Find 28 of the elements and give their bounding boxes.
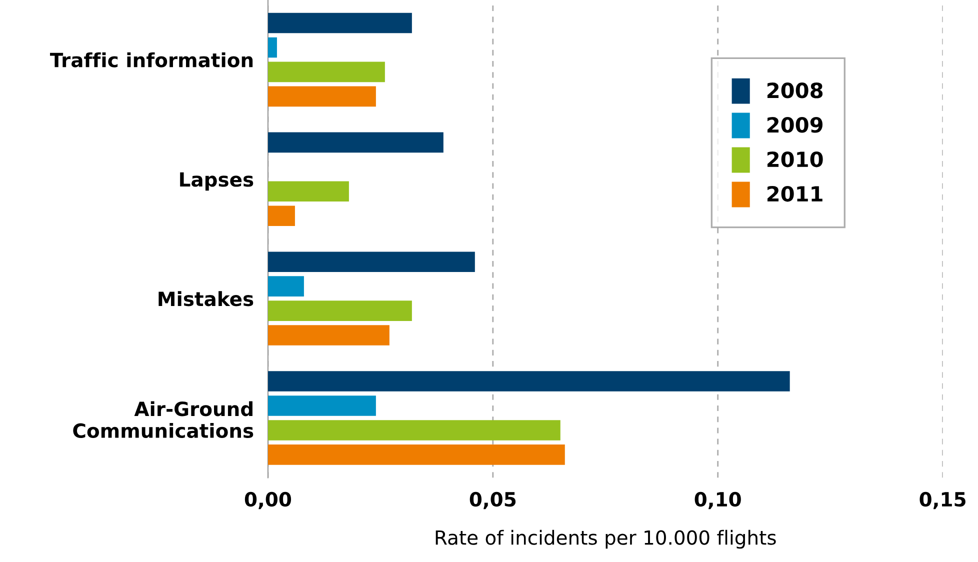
legend-label: 2011: [767, 186, 822, 202]
bar: [268, 325, 390, 346]
bar: [268, 86, 376, 107]
y-tick-label: Mistakes: [158, 291, 254, 306]
legend-label: 2010: [767, 151, 823, 168]
x-tick-label: 0,00: [244, 492, 292, 510]
x-tick-label: 0,10: [694, 492, 741, 510]
bar: [268, 37, 277, 58]
y-tick-label: Lapses: [180, 172, 254, 191]
bar: [268, 444, 565, 465]
y-tick-label: Air-Ground Communications: [73, 401, 254, 438]
x-axis-title: Rate of incidents per 10.000 flights: [436, 530, 776, 549]
x-tick-label: 0,15: [920, 492, 966, 510]
y-tick-label: Traffic information: [50, 52, 253, 68]
bar: [268, 300, 412, 321]
legend-label: 2009: [767, 116, 822, 133]
x-tick-label: 0,05: [470, 492, 516, 510]
bar: [268, 276, 304, 296]
bar: [268, 206, 295, 226]
bar: [268, 252, 475, 272]
bar: [268, 371, 790, 392]
bar: [268, 132, 444, 153]
bar: [268, 12, 412, 34]
bar: [268, 181, 349, 202]
bar: [268, 396, 376, 416]
bar: [268, 420, 560, 440]
bar: [268, 62, 385, 82]
legend-label: 2008: [767, 82, 823, 98]
